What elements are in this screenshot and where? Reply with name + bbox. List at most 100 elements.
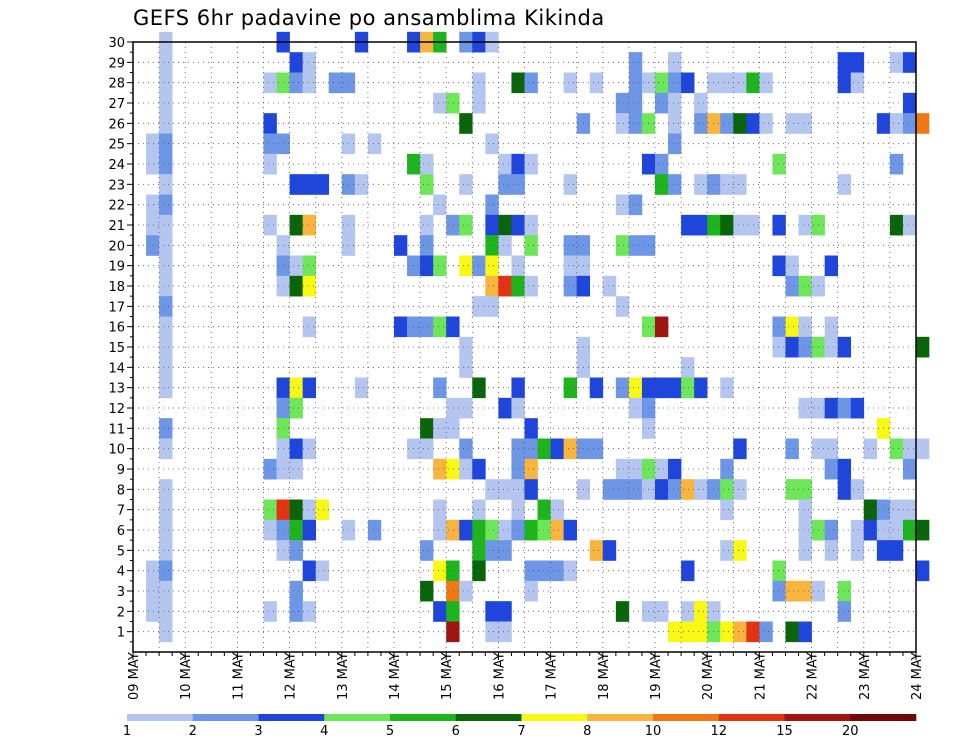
heatmap-cell — [615, 377, 630, 399]
y-tick-label: 2 — [117, 605, 125, 620]
heatmap-cell — [146, 235, 160, 256]
x-tick-label: 19 MAY — [649, 652, 664, 700]
heatmap-cell — [668, 92, 682, 114]
heatmap-cell — [681, 560, 695, 582]
heatmap-cell — [433, 194, 447, 216]
heatmap-cell — [563, 174, 577, 195]
heatmap-cell — [759, 113, 773, 134]
heatmap-cell — [263, 133, 277, 155]
heatmap-cell — [289, 214, 303, 236]
y-tick-label: 26 — [108, 117, 125, 132]
heatmap-cell — [785, 316, 799, 338]
heatmap-cell — [263, 113, 277, 134]
legend-swatch — [521, 714, 588, 721]
heatmap-cell — [485, 601, 499, 622]
heatmap-cell — [772, 580, 786, 602]
heatmap-cell — [420, 235, 434, 256]
heatmap-cell — [733, 438, 747, 460]
heatmap-cell — [720, 621, 734, 643]
heatmap-cell — [263, 153, 277, 175]
heatmap-cell — [159, 540, 173, 561]
heatmap-cell — [824, 397, 838, 419]
heatmap-cell — [446, 397, 460, 419]
heatmap-cell — [289, 377, 303, 399]
heatmap-cell — [628, 235, 643, 256]
legend-swatch — [455, 714, 522, 721]
heatmap-cell — [459, 214, 473, 236]
heatmap-cell — [720, 72, 734, 94]
heatmap-cell — [159, 133, 173, 155]
heatmap-cell — [263, 601, 277, 622]
heatmap-cell — [916, 438, 930, 460]
heatmap-cell — [354, 174, 369, 195]
heatmap-cell — [159, 499, 173, 521]
heatmap-cell — [420, 255, 434, 277]
heatmap-cell — [302, 438, 316, 460]
heatmap-cell — [785, 275, 799, 297]
legend-swatch — [850, 714, 917, 721]
heatmap-cell — [524, 458, 538, 480]
heatmap-cell — [563, 255, 577, 277]
legend-swatch — [192, 714, 259, 721]
heatmap-cell — [485, 540, 499, 561]
legend-label: 20 — [842, 724, 859, 739]
x-axis: 09 MAY 10 MAY 11 MAY 12 MAY 13 MAY 14 MAY 15 M… — [127, 652, 925, 700]
heatmap-cell — [433, 255, 447, 277]
heatmap-cell — [289, 255, 303, 277]
heatmap-cell — [785, 336, 799, 358]
heatmap-cell — [459, 397, 473, 419]
heatmap-cell — [681, 479, 695, 500]
heatmap-cell — [315, 174, 330, 195]
heatmap-cell — [146, 214, 160, 236]
heatmap-cell — [537, 499, 551, 521]
heatmap-cell — [889, 214, 904, 236]
x-tick-label: 17 MAY — [545, 652, 560, 700]
heatmap-cell — [615, 235, 630, 256]
heatmap-cell — [159, 377, 173, 399]
heatmap-cell — [655, 316, 669, 338]
y-tick-label: 14 — [108, 361, 125, 376]
heatmap-cell — [785, 438, 799, 460]
heatmap-cell — [446, 316, 460, 338]
heatmap-cell — [550, 499, 564, 521]
heatmap-cell — [446, 580, 460, 602]
heatmap-cell — [537, 438, 551, 460]
heatmap-cell — [263, 458, 277, 480]
heatmap-cell — [863, 519, 878, 541]
heatmap-cell — [628, 92, 643, 114]
heatmap-cell — [146, 601, 160, 622]
heatmap-cell — [420, 438, 434, 460]
y-tick-label: 5 — [117, 544, 125, 559]
heatmap-cell — [459, 458, 473, 480]
legend-label: 12 — [710, 724, 727, 739]
heatmap-cell — [289, 174, 303, 195]
heatmap-cell — [159, 235, 173, 256]
x-tick-label: 10 MAY — [179, 652, 194, 700]
heatmap-cell — [159, 52, 173, 73]
heatmap-cell — [459, 255, 473, 277]
heatmap-cell — [615, 92, 630, 114]
heatmap-cell — [628, 113, 643, 134]
heatmap-cell — [289, 275, 303, 297]
heatmap-cell — [159, 316, 173, 338]
heatmap-cell — [837, 580, 852, 602]
chart-grid — [133, 41, 916, 652]
y-tick-label: 21 — [108, 219, 125, 234]
heatmap-cell — [902, 113, 917, 134]
heatmap-cell — [159, 255, 173, 277]
heatmap-cell — [394, 316, 408, 338]
heatmap-cell — [628, 52, 643, 73]
heatmap-cell — [824, 438, 838, 460]
heatmap-cell — [798, 540, 812, 561]
x-tick-label: 15 MAY — [440, 652, 455, 700]
heatmap-cell — [798, 275, 812, 297]
heatmap-cell — [850, 479, 865, 500]
heatmap-cell — [459, 174, 473, 195]
heatmap-cell — [850, 519, 865, 541]
heatmap-cell — [902, 52, 917, 73]
y-axis: 1234567891011121314151617181920212223242… — [108, 36, 133, 643]
y-tick-label: 13 — [108, 382, 125, 397]
heatmap-cell — [394, 235, 408, 256]
heatmap-cell — [720, 174, 734, 195]
